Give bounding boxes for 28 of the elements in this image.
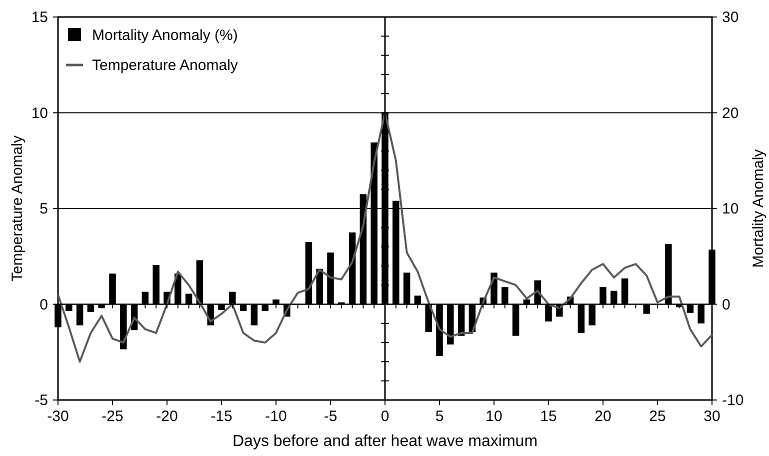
y-axis-title: Temperature Anomaly (9, 135, 26, 282)
x-tick-label: 20 (594, 408, 612, 425)
y-tick-label: -5 (34, 392, 48, 409)
x-tick-label: -25 (102, 408, 124, 425)
x-tick-label: -30 (47, 408, 69, 425)
x-tick-label: -5 (324, 408, 338, 425)
legend-label: Temperature Anomaly (92, 57, 238, 74)
y2-tick-label: -10 (722, 392, 744, 409)
x-tick-label: 15 (540, 408, 557, 425)
x-tick-label: 0 (380, 408, 390, 425)
x-tick-label: 25 (649, 408, 666, 425)
y2-tick-label: 10 (722, 200, 739, 218)
x-tick-label: -20 (156, 408, 178, 425)
legend-label: Mortality Anomaly (%) (92, 27, 238, 44)
x-tick-label: -15 (210, 408, 232, 425)
x-tick-label: 5 (435, 408, 444, 425)
y2-tick-label: 0 (722, 296, 730, 314)
y-tick-label: 15 (31, 9, 48, 26)
x-tick-label: 30 (704, 408, 720, 425)
y2-tick-label: 30 (722, 9, 739, 26)
y2-axis-title: Mortality Anomaly (750, 148, 767, 268)
y2-tick-label: 20 (722, 104, 739, 122)
y-tick-label: 0 (40, 296, 48, 314)
y-tick-label: 5 (40, 200, 48, 218)
x-axis-title: Days before and after heat wave maximum (232, 433, 538, 450)
x-tick-label: -10 (265, 408, 287, 425)
x-tick-label: 10 (486, 408, 502, 425)
y-tick-label: 10 (31, 104, 48, 122)
